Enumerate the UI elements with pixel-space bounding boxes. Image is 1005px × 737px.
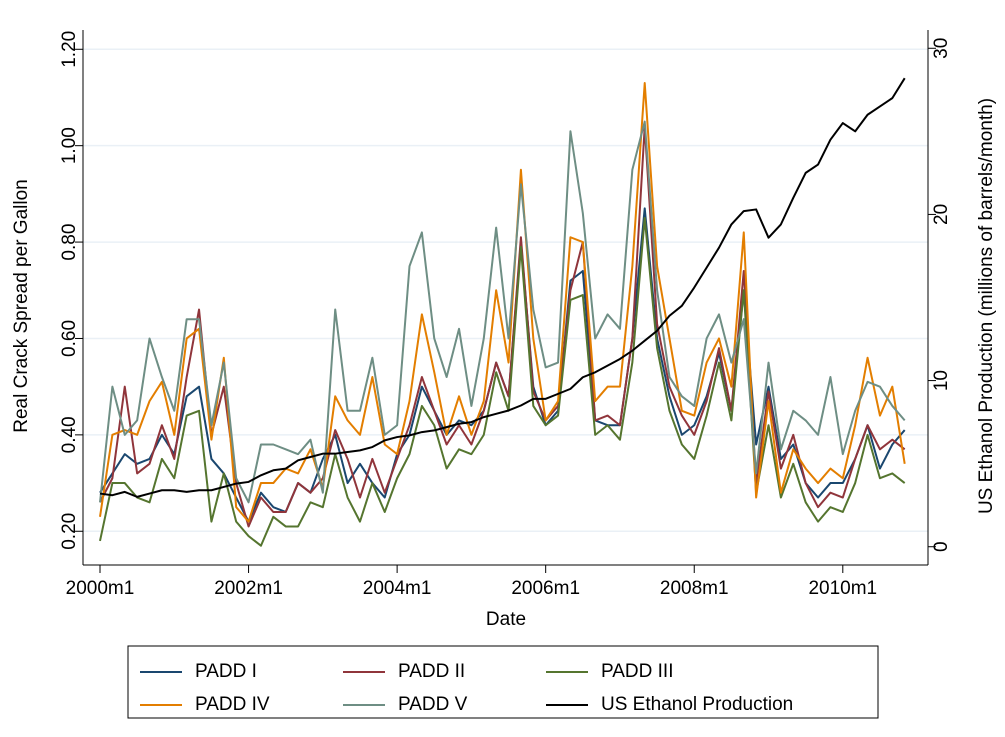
legend-label: US Ethanol Production bbox=[601, 694, 793, 715]
x-axis-title: Date bbox=[486, 609, 526, 630]
y-tick-label: 0.20 bbox=[59, 513, 80, 550]
y2-axis-title: US Ethanol Production (millions of barre… bbox=[976, 98, 997, 514]
x-tick-label: 2004m1 bbox=[363, 578, 432, 599]
series-line bbox=[99, 216, 906, 547]
x-tick-label: 2008m1 bbox=[660, 578, 729, 599]
y-tick-label: 0.60 bbox=[59, 320, 80, 357]
x-tick-label: 2000m1 bbox=[66, 578, 135, 599]
series-line bbox=[99, 120, 906, 504]
legend-label: PADD III bbox=[601, 661, 674, 682]
legend bbox=[127, 645, 879, 719]
y2-tick-label: 0 bbox=[931, 541, 952, 552]
y2-tick-label: 10 bbox=[931, 370, 952, 391]
y-tick-label: 1.20 bbox=[59, 31, 80, 68]
y-tick-label: 0.40 bbox=[59, 416, 80, 453]
x-tick-label: 2010m1 bbox=[808, 578, 877, 599]
y-tick-label: 0.80 bbox=[59, 224, 80, 261]
x-tick-label: 2002m1 bbox=[214, 578, 283, 599]
legend-label: PADD I bbox=[195, 661, 257, 682]
x-tick-label: 2006m1 bbox=[511, 578, 580, 599]
y2-tick-label: 30 bbox=[931, 38, 952, 59]
legend-label: PADD II bbox=[398, 661, 465, 682]
y2-tick-label: 20 bbox=[931, 204, 952, 225]
y-tick-label: 1.00 bbox=[59, 127, 80, 164]
legend-label: PADD V bbox=[398, 694, 468, 715]
series-line bbox=[99, 82, 906, 523]
y-axis-title: Real Crack Spread per Gallon bbox=[11, 179, 32, 432]
series-line bbox=[99, 77, 906, 498]
legend-label: PADD IV bbox=[195, 694, 270, 715]
